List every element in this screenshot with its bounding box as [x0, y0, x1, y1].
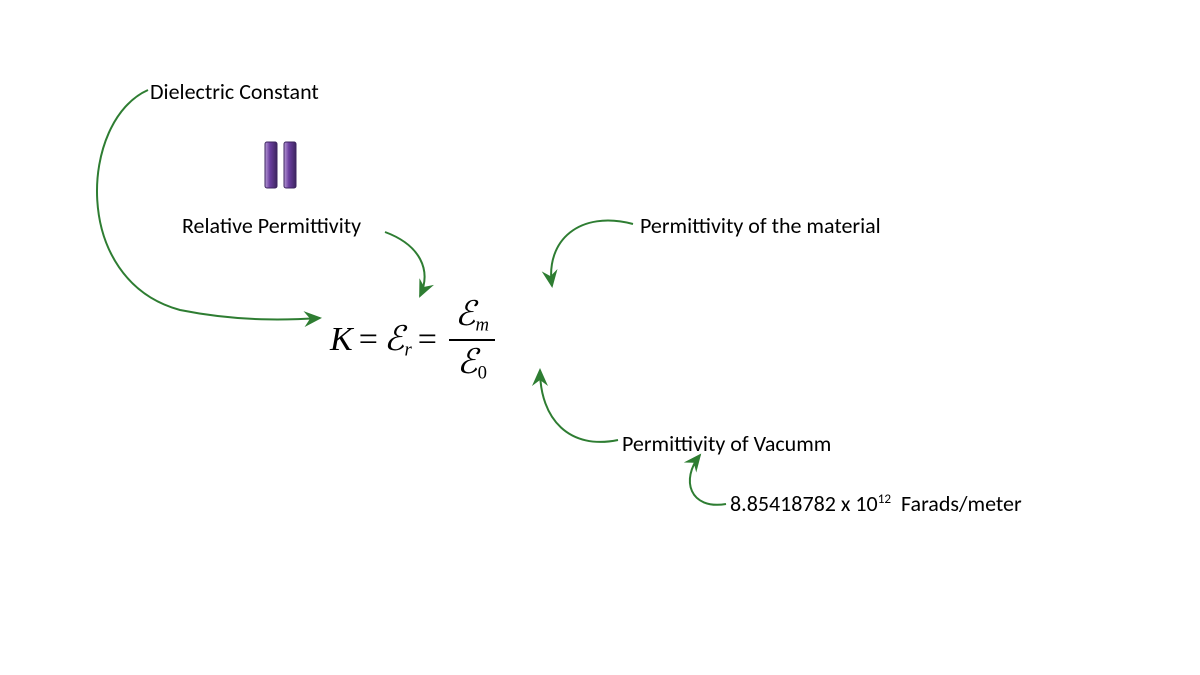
vacuum-value-unit: Farads/meter	[901, 490, 1022, 517]
vacuum-value-mantissa: 8.85418782 x 10	[730, 490, 878, 517]
label-permittivity-material: Permittivity of the material	[640, 212, 881, 239]
formula-K: K	[330, 321, 353, 359]
formula-dielectric: K = ℰr = ℰm ℰ0	[330, 295, 495, 385]
label-dielectric-constant: Dielectric Constant	[150, 78, 319, 105]
arrow-relative-to-epsr	[385, 232, 425, 296]
vacuum-value-exponent: 12	[878, 490, 891, 507]
label-vacuum-value: 8.85418782 x 1012 Farads/meter	[730, 490, 1022, 517]
formula-eps-r: ℰr	[384, 319, 412, 362]
arrow-material-to-epsm	[551, 221, 633, 286]
fraction-bar	[449, 339, 495, 341]
equivalence-bars-icon	[262, 140, 300, 190]
formula-eps-0: ℰ0	[451, 343, 493, 385]
arrow-vacuum-to-eps0	[540, 370, 618, 442]
arrow-value-to-vacuum	[690, 455, 726, 505]
arrow-dielectric-to-K	[97, 90, 320, 320]
formula-eq1: =	[359, 321, 378, 359]
label-relative-permittivity: Relative Permittivity	[182, 212, 361, 239]
label-permittivity-vacuum: Permittivity of Vacumm	[622, 430, 831, 457]
formula-fraction: ℰm ℰ0	[449, 295, 495, 385]
formula-eps-m: ℰm	[449, 295, 495, 337]
formula-eq2: =	[418, 321, 437, 359]
